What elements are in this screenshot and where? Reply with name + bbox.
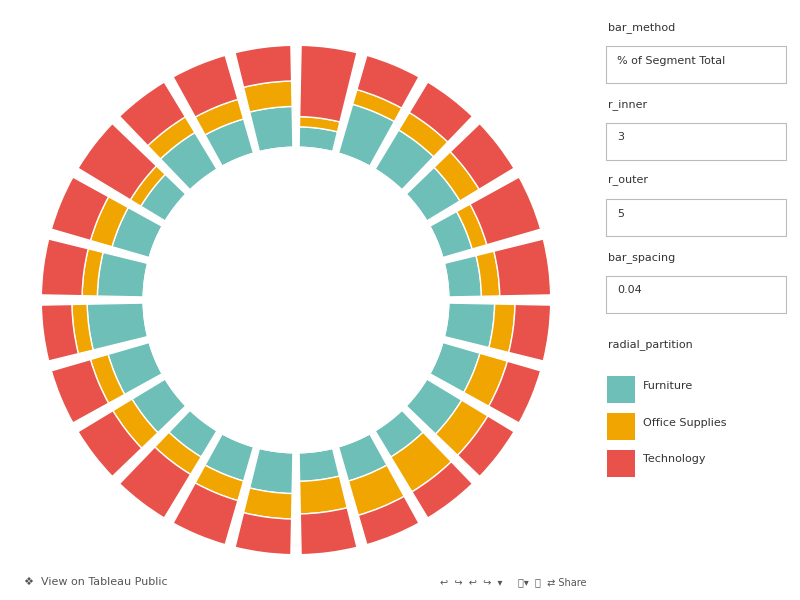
- Text: bar_spacing: bar_spacing: [608, 252, 675, 263]
- Bar: [494, 239, 550, 296]
- FancyBboxPatch shape: [607, 413, 635, 440]
- Text: r_outer: r_outer: [608, 176, 648, 186]
- Bar: [358, 496, 419, 545]
- FancyBboxPatch shape: [606, 46, 786, 83]
- Bar: [42, 304, 78, 361]
- Bar: [51, 359, 109, 423]
- Text: ❖  View on Tableau Public: ❖ View on Tableau Public: [24, 577, 168, 587]
- Bar: [300, 508, 357, 554]
- Bar: [430, 343, 480, 392]
- Bar: [205, 119, 254, 166]
- Text: radial_partition: radial_partition: [608, 340, 693, 350]
- Bar: [51, 177, 109, 241]
- Bar: [87, 303, 148, 350]
- Bar: [173, 55, 238, 117]
- Text: 3: 3: [617, 132, 624, 142]
- Bar: [112, 208, 162, 257]
- Bar: [299, 448, 339, 481]
- Bar: [72, 304, 94, 353]
- Bar: [98, 253, 148, 297]
- FancyBboxPatch shape: [607, 450, 635, 476]
- Bar: [42, 239, 88, 296]
- Bar: [250, 106, 293, 152]
- FancyBboxPatch shape: [606, 123, 786, 160]
- Bar: [406, 379, 462, 434]
- FancyBboxPatch shape: [606, 199, 786, 236]
- Bar: [470, 177, 541, 245]
- Bar: [299, 127, 338, 152]
- Bar: [457, 204, 487, 249]
- Text: 5: 5: [617, 209, 624, 218]
- Bar: [458, 416, 514, 476]
- Text: Office Supplies: Office Supplies: [643, 418, 726, 428]
- Bar: [169, 410, 217, 457]
- Bar: [357, 55, 419, 108]
- Bar: [90, 197, 128, 247]
- Bar: [435, 400, 488, 455]
- Bar: [489, 361, 541, 423]
- Bar: [406, 167, 460, 221]
- Bar: [119, 447, 190, 518]
- Text: ↩  ↪  ↩  ↪  ▾     ⧉▾  ⧉  ⇄ Share: ↩ ↪ ↩ ↪ ▾ ⧉▾ ⧉ ⇄ Share: [440, 577, 586, 587]
- Bar: [173, 483, 238, 545]
- Bar: [90, 355, 125, 403]
- Bar: [235, 46, 292, 88]
- Bar: [205, 434, 254, 481]
- Bar: [195, 465, 243, 500]
- Bar: [434, 152, 479, 201]
- FancyBboxPatch shape: [607, 376, 635, 403]
- Bar: [78, 410, 142, 476]
- Bar: [509, 304, 550, 361]
- Bar: [444, 256, 482, 297]
- Text: Furniture: Furniture: [643, 380, 694, 391]
- Bar: [489, 304, 515, 352]
- FancyBboxPatch shape: [606, 276, 786, 313]
- Bar: [412, 461, 473, 518]
- Bar: [250, 448, 293, 494]
- Bar: [235, 512, 292, 554]
- Bar: [444, 303, 494, 347]
- Bar: [132, 379, 186, 433]
- Text: bar_method: bar_method: [608, 23, 675, 34]
- Bar: [430, 211, 472, 257]
- Bar: [243, 81, 292, 112]
- Bar: [141, 175, 186, 221]
- Bar: [78, 124, 157, 200]
- Bar: [130, 166, 166, 206]
- Bar: [300, 46, 357, 122]
- Bar: [161, 133, 217, 190]
- Bar: [155, 432, 201, 475]
- Bar: [243, 488, 292, 519]
- Bar: [82, 249, 103, 296]
- Bar: [338, 434, 387, 481]
- Text: r_inner: r_inner: [608, 99, 647, 110]
- Bar: [476, 251, 500, 296]
- Bar: [300, 476, 347, 514]
- Text: Technology: Technology: [643, 454, 706, 464]
- Text: % of Segment Total: % of Segment Total: [617, 56, 725, 65]
- Bar: [338, 104, 394, 166]
- Polygon shape: [143, 147, 449, 453]
- Bar: [113, 399, 158, 448]
- Bar: [349, 465, 404, 515]
- Text: 0.04: 0.04: [617, 285, 642, 295]
- Bar: [148, 117, 195, 159]
- Bar: [450, 124, 514, 190]
- Bar: [119, 82, 186, 146]
- Bar: [464, 353, 507, 406]
- Bar: [375, 410, 423, 457]
- Bar: [299, 116, 340, 132]
- Bar: [391, 432, 451, 492]
- Bar: [108, 343, 162, 394]
- Bar: [353, 89, 402, 122]
- Bar: [398, 113, 448, 157]
- Bar: [410, 82, 473, 142]
- Bar: [375, 130, 434, 190]
- Bar: [195, 100, 243, 135]
